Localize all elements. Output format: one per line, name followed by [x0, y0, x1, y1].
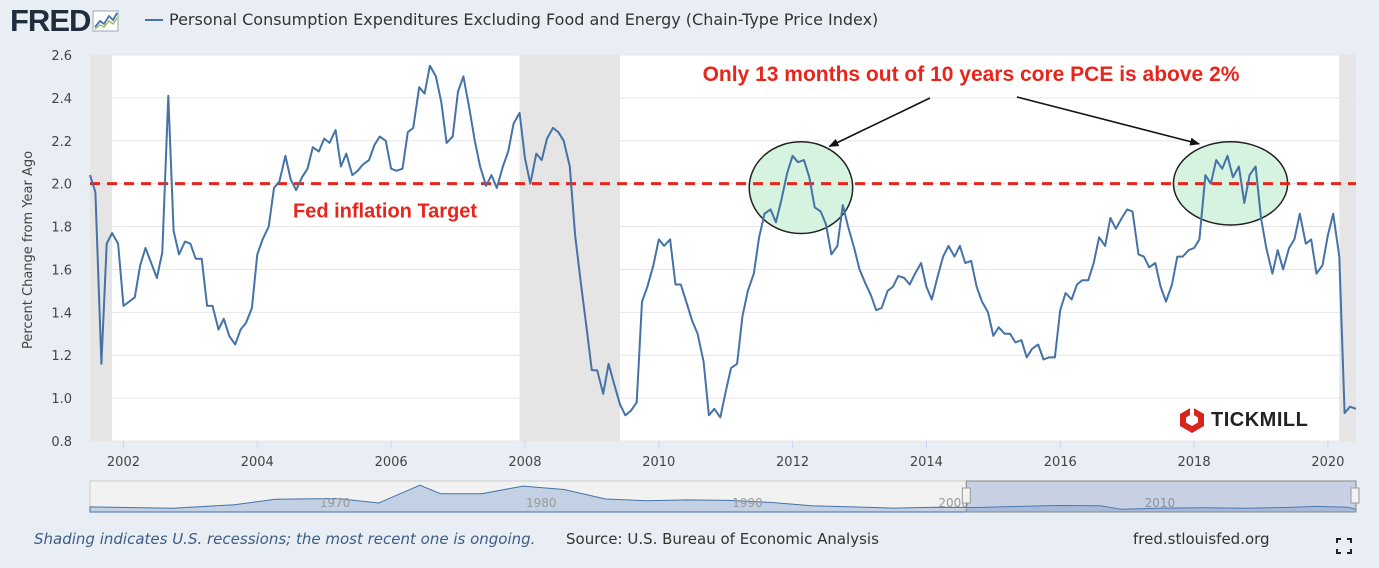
- navigator-selection: [965, 480, 1357, 513]
- chart-legend: Personal Consumption Expenditures Exclud…: [145, 10, 878, 29]
- headline-annotation: Only 13 months out of 10 years core PCE …: [703, 63, 1240, 86]
- site-link[interactable]: fred.stlouisfed.org: [1133, 530, 1270, 548]
- x-tick-label: 2014: [910, 455, 943, 470]
- x-tick-label: 2002: [107, 455, 140, 470]
- source-text: Source: U.S. Bureau of Economic Analysis: [566, 530, 879, 548]
- y-tick-label: 2.4: [51, 92, 72, 107]
- arrow-right: [1016, 96, 1201, 146]
- y-tick-label: 1.6: [51, 263, 72, 278]
- recession-band: [90, 55, 113, 441]
- arrow-left: [828, 97, 931, 148]
- plot-background: [90, 55, 1356, 441]
- plot-area: [90, 55, 1356, 441]
- navigator-handle-right[interactable]: [1350, 487, 1360, 504]
- navigator-year-label: 2010: [1145, 496, 1176, 510]
- fred-logo[interactable]: FRED: [10, 3, 120, 38]
- tickmill-watermark: TICKMILL: [1179, 406, 1308, 434]
- tickmill-brand: TICKMILL: [1211, 408, 1309, 431]
- navigator-year-label: 1980: [526, 496, 557, 510]
- series-group: [89, 64, 1357, 419]
- navigator-series: [89, 484, 1357, 513]
- legend-swatch: [145, 18, 163, 21]
- x-tick-label: 2020: [1311, 455, 1344, 470]
- x-tick-label: 2016: [1044, 455, 1077, 470]
- navigator[interactable]: 1970 1980 1990 2000 2010: [89, 480, 1360, 513]
- x-tick-label: 2010: [642, 455, 675, 470]
- annotations: Fed inflation Target Only 13 months out o…: [293, 63, 1240, 223]
- highlight-circle: [748, 141, 854, 235]
- series-line: [89, 64, 1357, 419]
- x-tick-label: 2006: [375, 455, 408, 470]
- y-tick-label: 1.4: [51, 306, 72, 321]
- fullscreen-icon[interactable]: [1336, 538, 1352, 554]
- y-tick-label: 1.0: [51, 392, 72, 407]
- recession-note: Shading indicates U.S. recessions; the m…: [34, 530, 536, 548]
- y-tick-label: 2.0: [51, 178, 72, 193]
- y-axis-ticks: 0.8 1.0 1.2 1.4 1.6 1.8 2.0 2.2 2.4 2.6: [51, 49, 72, 450]
- recession-band: [519, 55, 620, 441]
- fred-graph-icon: [92, 10, 119, 32]
- navigator-year-label: 1970: [320, 496, 351, 510]
- y-tick-label: 2.6: [51, 49, 72, 64]
- x-tick-label: 2018: [1178, 455, 1211, 470]
- x-tick-label: 2008: [508, 455, 541, 470]
- y-tick-label: 1.8: [51, 221, 72, 236]
- legend-series-title: Personal Consumption Expenditures Exclud…: [169, 10, 879, 29]
- navigator-year-label: 1990: [732, 496, 763, 510]
- recession-band: [1339, 55, 1356, 441]
- navigator-year-label: 2000: [938, 496, 969, 510]
- x-axis-ticks: 2002 2004 2006 2008 2010 2012 2014 2016 2018 2020: [107, 441, 1344, 470]
- tickmill-logo-icon: [1180, 406, 1204, 433]
- fred-logo-text: FRED: [10, 3, 91, 38]
- target-label: Fed inflation Target: [293, 201, 477, 223]
- navigator-handle-left[interactable]: [961, 487, 971, 504]
- x-tick-label: 2004: [241, 455, 274, 470]
- chart-header: FRED Personal Consumption Expenditures E…: [0, 0, 1379, 42]
- y-axis-label: Percent Change from Year Ago: [21, 151, 36, 349]
- y-tick-label: 1.2: [51, 349, 72, 364]
- y-tick-label: 0.8: [51, 435, 72, 450]
- y-tick-label: 2.2: [51, 135, 72, 150]
- x-tick-label: 2012: [776, 455, 809, 470]
- recession-shading: [90, 55, 1356, 441]
